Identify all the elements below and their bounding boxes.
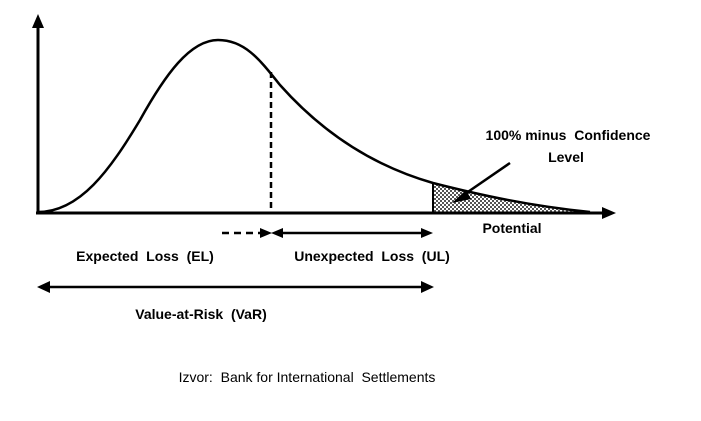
- ul-left-arrowhead: [271, 228, 283, 238]
- var-label: Value-at-Risk (VaR): [135, 306, 267, 322]
- confidence-label-line1: 100% minus Confidence: [486, 127, 651, 143]
- el-dashed-arrowhead: [260, 228, 272, 238]
- var-right-arrowhead: [421, 281, 434, 293]
- tail-area: [433, 183, 590, 213]
- var-left-arrowhead: [37, 281, 50, 293]
- expected-loss-label: Expected Loss (EL): [76, 248, 214, 264]
- confidence-label-line2: Level: [548, 149, 584, 165]
- ul-right-arrowhead: [421, 228, 433, 238]
- source-caption: Izvor: Bank for International Settlement…: [179, 369, 436, 385]
- unexpected-loss-label: Unexpected Loss (UL): [294, 248, 450, 264]
- loss-distribution-curve: [37, 38, 591, 214]
- confidence-pointer-arrow: [461, 161, 511, 198]
- y-axis-arrowhead: [32, 14, 44, 28]
- potential-label: Potential: [482, 220, 541, 236]
- confidence-pointer-arrowhead: [452, 190, 471, 203]
- x-axis-arrowhead: [602, 207, 616, 219]
